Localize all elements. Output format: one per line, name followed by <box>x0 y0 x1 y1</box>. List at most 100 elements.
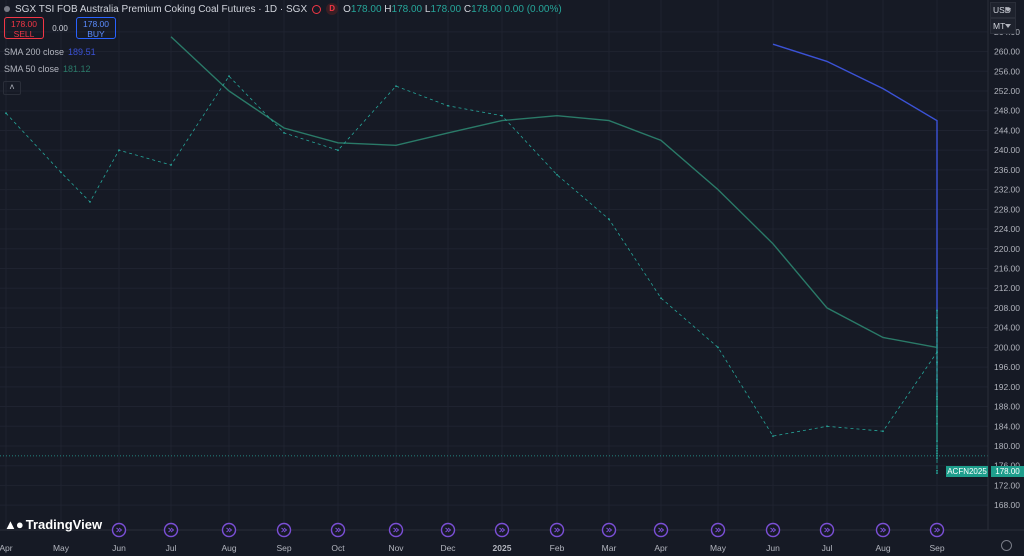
price-point <box>936 408 938 410</box>
y-tick-label: 216.00 <box>994 264 1020 274</box>
price-point <box>936 440 938 442</box>
settings-gear-icon[interactable] <box>1001 540 1012 551</box>
price-point <box>118 149 120 152</box>
unit-value: MT <box>993 21 1006 31</box>
y-tick-label: 260.00 <box>994 47 1020 57</box>
series-line-2 <box>5 75 938 474</box>
x-tick-label: Oct <box>331 543 345 553</box>
price-point <box>936 351 938 354</box>
event-marker-icon[interactable] <box>765 522 781 538</box>
buy-button[interactable]: 178.00 BUY <box>76 17 116 39</box>
price-point <box>882 430 884 433</box>
y-tick-label: 168.00 <box>994 500 1020 510</box>
event-marker-icon[interactable] <box>221 522 237 538</box>
event-marker-icon[interactable] <box>653 522 669 538</box>
y-tick-label: 232.00 <box>994 185 1020 195</box>
price-point <box>936 454 938 457</box>
price-point <box>772 435 774 437</box>
ohlc-values: O178.00 H178.00 L178.00 C178.00 0.00 (0.… <box>343 4 562 15</box>
x-tick-label: 2025 <box>493 543 512 553</box>
x-tick-label: May <box>710 543 727 553</box>
indicator-sma200[interactable]: SMA 200 close 189.51 <box>4 47 96 57</box>
y-tick-label: 240.00 <box>994 145 1020 155</box>
event-marker-icon[interactable] <box>819 522 835 538</box>
event-marker-icon[interactable] <box>601 522 617 538</box>
event-marker-icon[interactable] <box>929 522 945 538</box>
price-point <box>936 329 938 331</box>
event-marker-icon[interactable] <box>330 522 346 538</box>
x-tick-label: May <box>53 543 70 553</box>
chevron-up-icon: ˄ <box>9 82 15 92</box>
series-line-1 <box>170 36 938 442</box>
y-tick-label: 220.00 <box>994 244 1020 254</box>
market-status-icon <box>312 4 322 14</box>
collapse-indicators-button[interactable]: ˄ <box>3 81 21 95</box>
sma50-label: SMA 50 close <box>4 64 60 74</box>
unit-select[interactable]: MT <box>990 18 1016 34</box>
event-marker-icon[interactable] <box>494 522 510 538</box>
sma200-label: SMA 200 close <box>4 47 65 57</box>
series-line-0 <box>772 43 938 397</box>
price-point <box>936 450 938 452</box>
currency-select[interactable]: USD <box>990 2 1016 18</box>
price-point <box>936 378 938 381</box>
x-tick-label: Jun <box>766 543 780 553</box>
price-point <box>556 173 558 176</box>
x-tick-label: Apr <box>654 543 667 553</box>
event-marker-icon[interactable] <box>549 522 565 538</box>
price-point <box>936 457 938 460</box>
x-tick-label: Nov <box>388 543 404 553</box>
y-tick-label: 192.00 <box>994 382 1020 392</box>
indicator-sma50[interactable]: SMA 50 close 181.12 <box>4 64 91 74</box>
price-point <box>936 316 938 319</box>
x-tick-label: Apr <box>0 543 13 553</box>
x-tick-label: Aug <box>221 543 236 553</box>
event-marker-icon[interactable] <box>440 522 456 538</box>
event-marker-icon[interactable] <box>710 522 726 538</box>
price-point <box>660 297 662 299</box>
spread-value: 0.00 <box>52 23 68 33</box>
y-tick-label: 172.00 <box>994 480 1020 490</box>
y-tick-label: 204.00 <box>994 323 1020 333</box>
sma50-value: 181.12 <box>63 64 91 74</box>
x-tick-label: Jul <box>822 543 833 553</box>
y-tick-label: 256.00 <box>994 66 1020 76</box>
price-point <box>717 346 719 349</box>
price-point <box>826 425 828 428</box>
chart-header: SGX TSI FOB Australia Premium Coking Coa… <box>4 3 562 15</box>
tradingview-logo[interactable]: ▲● TradingView <box>4 517 102 532</box>
event-marker-icon[interactable] <box>111 522 127 538</box>
currency-value: USD <box>993 5 1011 15</box>
y-tick-label: 196.00 <box>994 362 1020 372</box>
y-tick-label: 212.00 <box>994 283 1020 293</box>
brand-name: TradingView <box>25 517 103 532</box>
sell-button[interactable]: 178.00 SELL <box>4 17 44 39</box>
delayed-data-icon[interactable]: D <box>326 3 339 15</box>
event-marker-icon[interactable] <box>276 522 292 538</box>
event-marker-icon[interactable] <box>163 522 179 538</box>
price-point <box>5 112 7 115</box>
price-point <box>936 361 938 364</box>
x-tick-label: Sep <box>929 543 944 553</box>
sell-price: 178.00 <box>11 19 37 29</box>
price-point <box>936 447 938 450</box>
symbol-title[interactable]: SGX TSI FOB Australia Premium Coking Coa… <box>15 3 308 15</box>
price-point <box>936 422 938 425</box>
price-point <box>936 469 938 472</box>
price-axis-panel[interactable] <box>988 0 1024 556</box>
y-tick-label: 188.00 <box>994 402 1020 412</box>
event-marker-icon[interactable] <box>388 522 404 538</box>
y-tick-label: 200.00 <box>994 342 1020 352</box>
price-point <box>395 85 397 87</box>
change-value: 0.00 (0.00%) <box>504 3 562 15</box>
price-point <box>936 405 938 408</box>
y-tick-label: 252.00 <box>994 86 1020 96</box>
event-marker-icon[interactable] <box>875 522 891 538</box>
price-point <box>936 309 938 312</box>
price-point <box>447 104 449 107</box>
price-point <box>228 75 230 78</box>
price-point <box>936 326 938 329</box>
y-tick-label: 224.00 <box>994 224 1020 234</box>
chart-series <box>5 36 938 474</box>
